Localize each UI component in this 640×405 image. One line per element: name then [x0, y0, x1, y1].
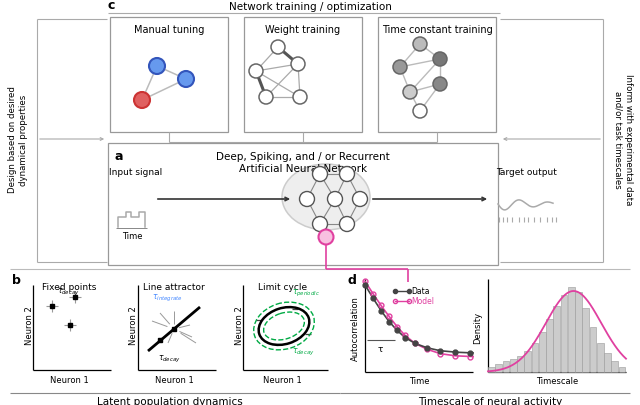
Text: Latent population dynamics: Latent population dynamics [97, 396, 243, 405]
Text: $\tau_{integrate}$: $\tau_{integrate}$ [152, 292, 183, 303]
Text: Design based on desired
dynamical properties: Design based on desired dynamical proper… [8, 86, 28, 193]
Text: Weight training: Weight training [266, 25, 340, 35]
Bar [244, 18, 362, 133]
Bar [488, 367, 495, 372]
Circle shape [393, 61, 407, 75]
Text: $\tau_{decay}$: $\tau_{decay}$ [292, 346, 315, 357]
Text: Deep, Spiking, and / or Recurrent
Artificial Neural Network: Deep, Spiking, and / or Recurrent Artifi… [216, 151, 390, 173]
Bar [568, 287, 575, 372]
Bar [604, 354, 611, 372]
Text: Network training / optimization: Network training / optimization [228, 2, 392, 12]
Text: Inform with experimental data
and/or task timescales: Inform with experimental data and/or tas… [613, 74, 633, 205]
Circle shape [293, 91, 307, 105]
Text: Neuron 1: Neuron 1 [263, 375, 302, 384]
Bar [575, 292, 582, 372]
Circle shape [328, 192, 342, 207]
Bar [597, 343, 604, 372]
Circle shape [413, 38, 427, 52]
Text: Time: Time [409, 376, 429, 385]
Circle shape [259, 91, 273, 105]
Bar [561, 295, 568, 372]
Text: Model: Model [411, 297, 434, 306]
Bar [619, 367, 625, 372]
Text: d: d [348, 273, 357, 286]
Bar [378, 18, 496, 133]
Circle shape [339, 217, 355, 232]
Bar [532, 343, 538, 372]
Text: Neuron 2: Neuron 2 [234, 305, 243, 344]
Text: $\tau_{decay}$: $\tau_{decay}$ [157, 353, 180, 364]
Bar [546, 319, 553, 372]
Text: Neuron 1: Neuron 1 [155, 375, 193, 384]
Text: $\tau_{periodic}$: $\tau_{periodic}$ [292, 287, 320, 298]
Bar [539, 333, 546, 372]
Text: Neuron 2: Neuron 2 [129, 305, 138, 344]
Circle shape [291, 58, 305, 72]
Text: Timescale of neural activity: Timescale of neural activity [418, 396, 562, 405]
Circle shape [178, 72, 194, 88]
Text: Autocorrelation: Autocorrelation [351, 295, 360, 360]
Text: Density: Density [474, 311, 483, 343]
Circle shape [249, 65, 263, 79]
Circle shape [353, 192, 367, 207]
Circle shape [134, 93, 150, 109]
Bar [517, 356, 524, 372]
Text: Data: Data [411, 287, 429, 296]
Bar [524, 351, 531, 372]
Text: Line attractor: Line attractor [143, 282, 205, 291]
Bar [502, 362, 509, 372]
Text: Limit cycle: Limit cycle [258, 282, 307, 291]
Text: τ: τ [378, 344, 383, 353]
Bar [554, 306, 560, 372]
Text: Timescale: Timescale [536, 376, 578, 385]
Text: Input signal: Input signal [109, 168, 163, 177]
Circle shape [433, 53, 447, 67]
Text: Neuron 1: Neuron 1 [50, 375, 88, 384]
Text: Manual tuning: Manual tuning [134, 25, 204, 35]
Circle shape [403, 86, 417, 100]
Text: $\tau_{decay}$: $\tau_{decay}$ [57, 286, 80, 297]
Text: Time constant training: Time constant training [381, 25, 492, 35]
Text: Neuron 2: Neuron 2 [24, 305, 33, 344]
Text: a: a [114, 149, 122, 162]
Circle shape [149, 59, 165, 75]
Text: Target output: Target output [497, 168, 557, 177]
Circle shape [312, 217, 328, 232]
Bar [108, 144, 498, 265]
Text: b: b [12, 273, 21, 286]
Bar [495, 364, 502, 372]
Circle shape [413, 105, 427, 119]
Circle shape [319, 230, 333, 245]
Bar [582, 309, 589, 372]
Text: c: c [107, 0, 115, 12]
Circle shape [271, 41, 285, 55]
Bar [589, 327, 596, 372]
Bar [611, 362, 618, 372]
Circle shape [312, 167, 328, 182]
Circle shape [433, 78, 447, 92]
Circle shape [339, 167, 355, 182]
Bar [110, 18, 228, 133]
Circle shape [300, 192, 314, 207]
Ellipse shape [282, 164, 370, 230]
Text: Fixed points: Fixed points [42, 282, 96, 291]
Text: Time: Time [122, 231, 142, 241]
Bar [510, 359, 516, 372]
